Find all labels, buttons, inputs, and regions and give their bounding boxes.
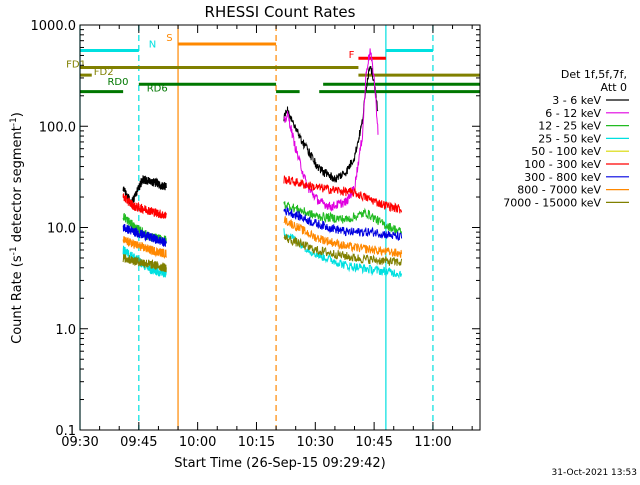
legend-label-2: 12 - 25 keV [538,120,601,133]
flag-label-n: N [149,39,156,50]
y-label-main: Count Rate (s [10,255,25,344]
legend-label-1: 6 - 12 keV [545,107,601,120]
timestamp: 31-Oct-2021 13:53 [552,468,637,478]
y-label-end: ) [10,112,25,117]
legend-header-detectors: Det 1f,5f,7f, [561,68,627,81]
x-tick-label-2: 10:00 [179,435,216,450]
y-tick-label-4: 1000.0 [31,19,77,34]
y-tick-label-3: 100.0 [39,120,76,135]
x-tick-label-4: 10:30 [297,435,334,450]
x-tick-label-6: 11:00 [414,435,451,450]
x-tick-label-1: 09:45 [120,435,157,450]
series-300-800kev-8 [283,206,403,241]
y-axis-label: Count Rate (s-1 detector segment-1) [9,112,25,344]
series-800-7000kev-10 [283,216,403,258]
flag-label-fd1: FD1 [66,60,86,71]
legend-label-0: 3 - 6 keV [552,94,601,107]
series-7000-15000kev-14 [283,233,403,266]
x-axis-label: Start Time (26-Sep-15 09:29:42) [174,456,385,471]
series-6-12kev-2 [283,48,379,212]
chart-title: RHESSI Count Rates [205,3,356,21]
flag-label-s: S [166,33,172,44]
data-series [122,48,403,280]
flag-label-rd6: RD6 [147,84,168,95]
y-label-mid: detector segment [10,126,25,246]
series-100-300kev-3 [122,193,167,219]
y-tick-label-2: 10.0 [47,222,76,237]
legend-label-6: 300 - 800 keV [524,171,601,184]
y-label-sup2: -1 [9,117,19,126]
series-7000-15000kev-13 [122,254,167,273]
x-tick-label-0: 09:30 [61,435,98,450]
x-tick-label-5: 10:45 [355,435,392,450]
series-12-25kev-6 [283,201,403,236]
y-label-sup1: -1 [9,246,19,255]
series-25-50kev-11 [122,245,167,278]
series-300-800kev-7 [122,224,167,247]
series-800-7000kev-9 [122,236,167,260]
axes: 0.1 1.0 10.0 100.0 1000.0 09:30 09:45 10:00 10:1… [31,19,480,450]
flag-label-rd0: RD0 [107,77,128,88]
flag-label-fd2: FD2 [94,67,114,78]
legend-label-7: 800 - 7000 keV [517,184,601,197]
legend-label-5: 100 - 300 keV [524,158,601,171]
series-100-300kev-4 [283,175,403,214]
legend-label-3: 25 - 50 keV [538,132,601,145]
flag-label-f: F [349,50,355,61]
legend-header-attenuator: Att 0 [601,81,627,94]
y-tick-label-1: 1.0 [55,323,76,338]
y-tick-label-0: 0.1 [55,424,76,439]
series-3-6kev-1 [283,65,379,183]
x-tick-label-3: 10:15 [238,435,275,450]
legend-label-8: 7000 - 15000 keV [503,196,601,209]
legend-label-4: 50 - 100 keV [531,145,601,158]
